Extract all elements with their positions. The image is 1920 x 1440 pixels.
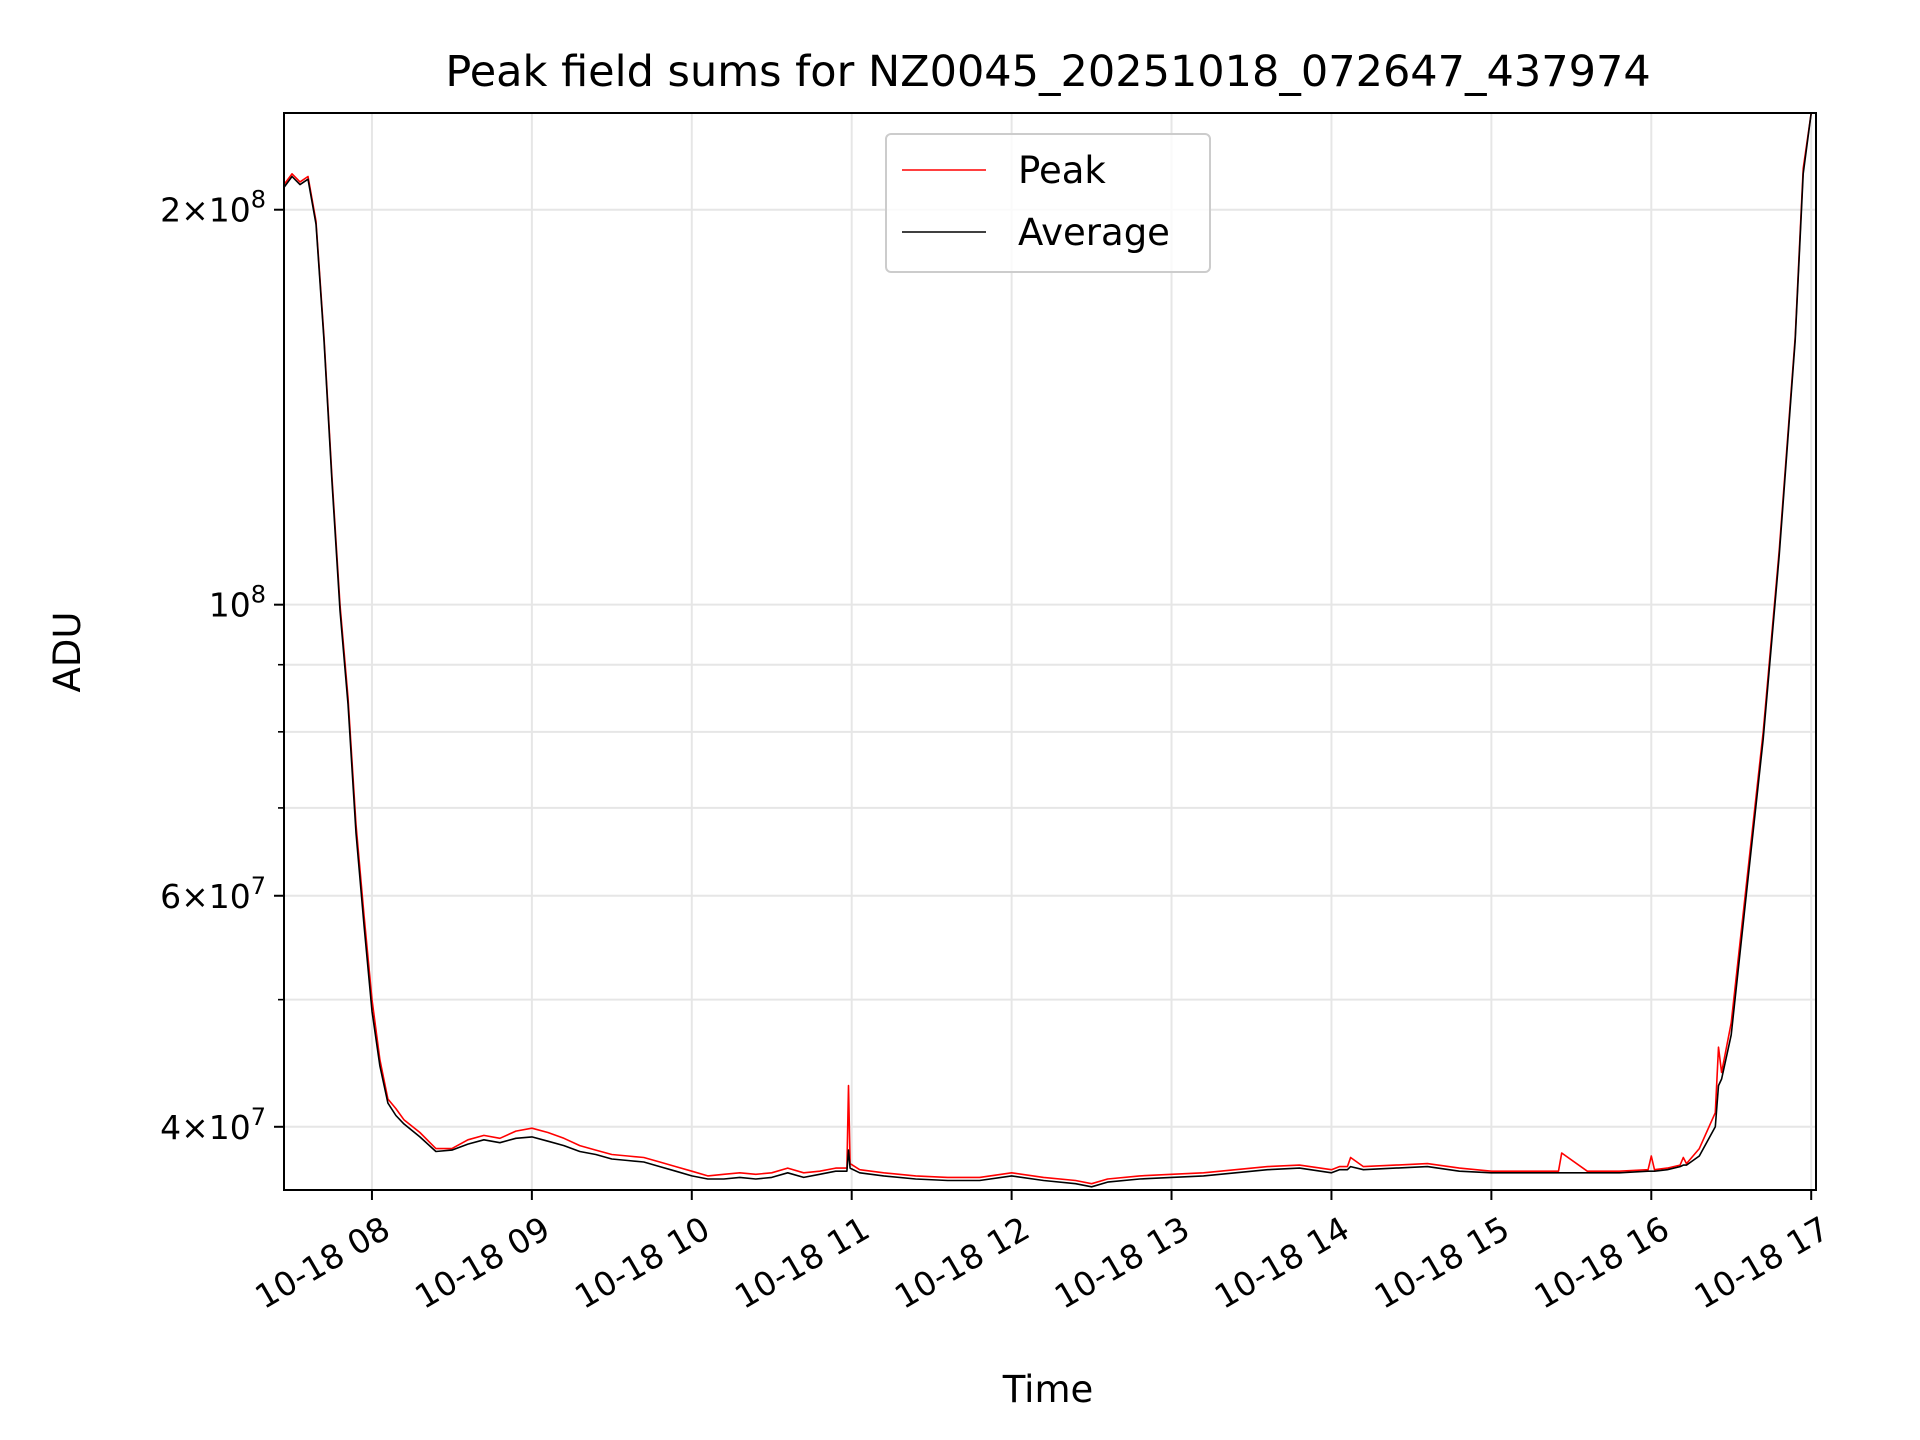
series-line-peak [283,112,1812,1185]
y-tick-label: 4×107 [160,1103,266,1147]
legend-box [885,133,1211,273]
y-axis-ticks: 4×107 6×107 108 2×108 [160,186,284,1147]
grid-lines [284,113,1816,1190]
x-axis-label: Time [1002,1368,1094,1411]
y-tick-label: 2×108 [160,186,266,230]
legend-label-average: Average [1018,211,1170,254]
chart-title: Peak field sums for NZ0045_20251018_0726… [445,47,1650,97]
y-tick-label: 108 [209,581,266,625]
plot-series [283,112,1812,1188]
y-tick-label: 6×107 [160,872,266,916]
series-line-average [283,112,1812,1188]
y-axis-label: ADU [46,612,89,693]
legend: Peak Average [885,133,1211,273]
plot-frame [283,112,1817,1191]
legend-label-peak: Peak [1018,149,1106,192]
